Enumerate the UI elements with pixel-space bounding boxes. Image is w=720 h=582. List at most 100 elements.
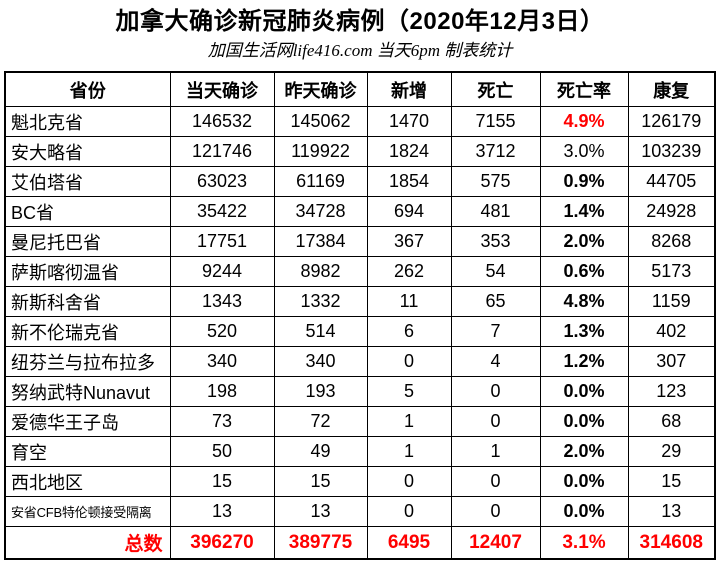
cell-province: 安大略省	[4, 136, 171, 167]
cell-recovered: 103239	[627, 136, 716, 167]
cell-today: 50	[169, 436, 275, 467]
cell-yesterday: 340	[273, 346, 368, 377]
cell-death-rate: 0.6%	[539, 256, 629, 287]
cell-death-rate: 2.0%	[539, 226, 629, 257]
cell-recovered: 402	[627, 316, 716, 347]
cell-province: 安省CFB特伦顿接受隔离	[4, 496, 171, 527]
cell-deaths: 0	[450, 406, 541, 437]
cell-province: 新不伦瑞克省	[4, 316, 171, 347]
covid-cases-table: 省份 当天确诊 昨天确诊 新增 死亡 死亡率 康复 魁北克省 146532 1450…	[4, 71, 716, 560]
cell-yesterday: 8982	[273, 256, 368, 287]
cell-yesterday: 72	[273, 406, 368, 437]
cell-today: 340	[169, 346, 275, 377]
table-row: 育空 50 49 1 1 2.0% 29	[4, 436, 716, 467]
cell-today: 9244	[169, 256, 275, 287]
cell-today: 13	[169, 496, 275, 527]
col-header-deaths: 死亡	[450, 71, 541, 107]
cell-province: 西北地区	[4, 466, 171, 497]
cell-death-rate: 4.9%	[539, 106, 629, 137]
cell-new: 1470	[366, 106, 452, 137]
cell-deaths: 353	[450, 226, 541, 257]
table-row: 纽芬兰与拉布拉多 340 340 0 4 1.2% 307	[4, 346, 716, 377]
cell-deaths: 4	[450, 346, 541, 377]
table-row: 努纳武特Nunavut 198 193 5 0 0.0% 123	[4, 376, 716, 407]
cell-new: 0	[366, 496, 452, 527]
cell-recovered: 1159	[627, 286, 716, 317]
table-row: 新斯科舍省 1343 1332 11 65 4.8% 1159	[4, 286, 716, 317]
cell-province: 新斯科舍省	[4, 286, 171, 317]
cell-today: 15	[169, 466, 275, 497]
col-header-province: 省份	[4, 71, 171, 107]
col-header-yesterday: 昨天确诊	[273, 71, 368, 107]
total-death-rate: 3.1%	[539, 526, 629, 560]
cell-death-rate: 0.0%	[539, 466, 629, 497]
cell-province: 曼尼托巴省	[4, 226, 171, 257]
cell-today: 63023	[169, 166, 275, 197]
cell-deaths: 3712	[450, 136, 541, 167]
total-deaths: 12407	[450, 526, 541, 560]
cell-deaths: 0	[450, 376, 541, 407]
cell-yesterday: 193	[273, 376, 368, 407]
cell-new: 694	[366, 196, 452, 227]
cell-yesterday: 145062	[273, 106, 368, 137]
cell-today: 146532	[169, 106, 275, 137]
cell-yesterday: 119922	[273, 136, 368, 167]
table-row: 西北地区 15 15 0 0 0.0% 15	[4, 466, 716, 497]
cell-new: 262	[366, 256, 452, 287]
cell-province: 爱德华王子岛	[4, 406, 171, 437]
cell-today: 198	[169, 376, 275, 407]
cell-recovered: 15	[627, 466, 716, 497]
cell-province: 魁北克省	[4, 106, 171, 137]
cell-death-rate: 1.4%	[539, 196, 629, 227]
col-header-today: 当天确诊	[169, 71, 275, 107]
cell-death-rate: 2.0%	[539, 436, 629, 467]
cell-deaths: 7155	[450, 106, 541, 137]
cell-province: BC省	[4, 196, 171, 227]
table-body: 魁北克省 146532 145062 1470 7155 4.9% 126179 安大略省 12…	[4, 106, 716, 527]
cell-death-rate: 0.9%	[539, 166, 629, 197]
cell-yesterday: 514	[273, 316, 368, 347]
cell-deaths: 7	[450, 316, 541, 347]
cell-yesterday: 17384	[273, 226, 368, 257]
cell-recovered: 29	[627, 436, 716, 467]
page-subtitle: 加国生活网life416.com 当天6pm 制表统计	[207, 41, 513, 60]
cell-recovered: 123	[627, 376, 716, 407]
table-row: 新不伦瑞克省 520 514 6 7 1.3% 402	[4, 316, 716, 347]
total-yesterday-confirmed: 389775	[273, 526, 368, 560]
cell-deaths: 0	[450, 496, 541, 527]
table-row: 萨斯喀彻温省 9244 8982 262 54 0.6% 5173	[4, 256, 716, 287]
cell-death-rate: 1.3%	[539, 316, 629, 347]
col-header-death-rate: 死亡率	[539, 71, 629, 107]
cell-death-rate: 3.0%	[539, 136, 629, 167]
cell-today: 17751	[169, 226, 275, 257]
cell-new: 1824	[366, 136, 452, 167]
cell-new: 1	[366, 406, 452, 437]
cell-today: 35422	[169, 196, 275, 227]
total-recovered: 314608	[627, 526, 716, 560]
cell-deaths: 481	[450, 196, 541, 227]
table-row: 安大略省 121746 119922 1824 3712 3.0% 103239	[4, 136, 716, 167]
header-row: 省份 当天确诊 昨天确诊 新增 死亡 死亡率 康复	[4, 71, 716, 107]
cell-yesterday: 34728	[273, 196, 368, 227]
cell-recovered: 44705	[627, 166, 716, 197]
table-row: 爱德华王子岛 73 72 1 0 0.0% 68	[4, 406, 716, 437]
cell-recovered: 126179	[627, 106, 716, 137]
cell-new: 0	[366, 346, 452, 377]
cell-today: 73	[169, 406, 275, 437]
table-row: BC省 35422 34728 694 481 1.4% 24928	[4, 196, 716, 227]
cell-recovered: 24928	[627, 196, 716, 227]
cell-new: 6	[366, 316, 452, 347]
cell-province: 萨斯喀彻温省	[4, 256, 171, 287]
cell-deaths: 1	[450, 436, 541, 467]
table-row: 安省CFB特伦顿接受隔离 13 13 0 0 0.0% 13	[4, 496, 716, 527]
cell-today: 121746	[169, 136, 275, 167]
cell-deaths: 575	[450, 166, 541, 197]
col-header-new: 新增	[366, 71, 452, 107]
col-header-recovered: 康复	[627, 71, 716, 107]
cell-deaths: 0	[450, 466, 541, 497]
table-row: 艾伯塔省 63023 61169 1854 575 0.9% 44705	[4, 166, 716, 197]
page-title: 加拿大确诊新冠肺炎病例（2020年12月3日）	[115, 8, 605, 35]
cell-deaths: 65	[450, 286, 541, 317]
cell-province: 努纳武特Nunavut	[4, 376, 171, 407]
